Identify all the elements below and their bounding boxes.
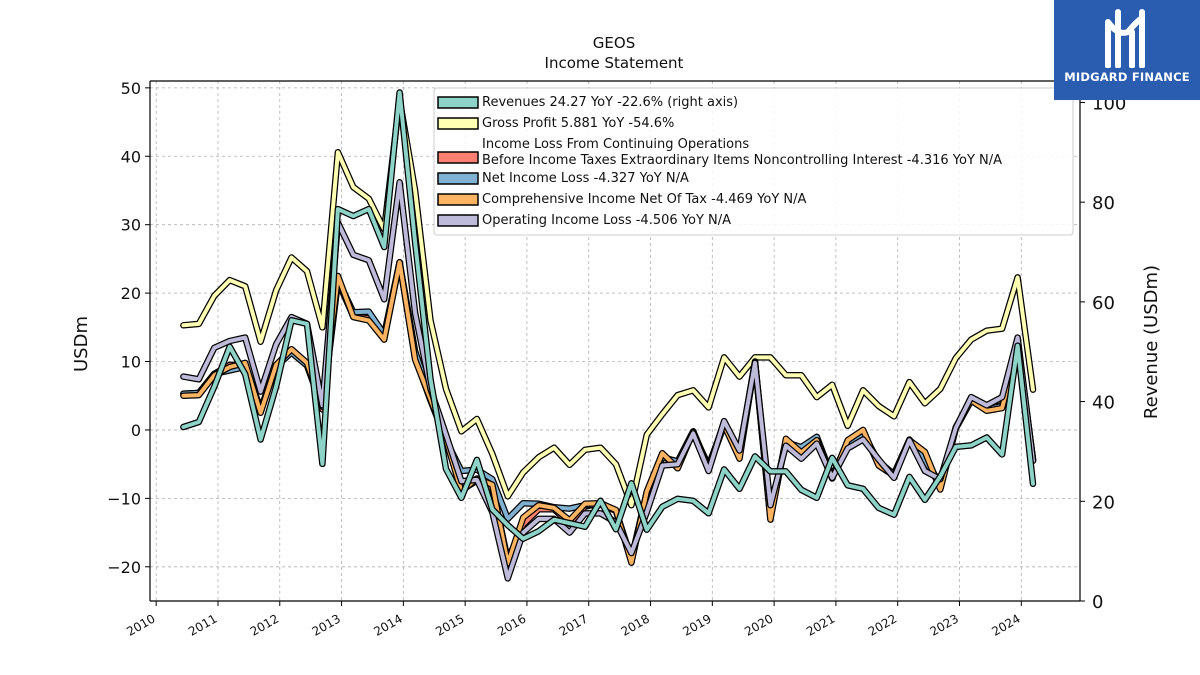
y-tick-label-left: −10: [107, 489, 141, 508]
y-tick-label-right: 60: [1092, 293, 1115, 314]
y-tick-label-left: 10: [121, 353, 141, 372]
x-tick-label: 2013: [310, 611, 343, 638]
legend-label: Before Income Taxes Extraordinary Items …: [482, 153, 1002, 168]
y-tick-label-left: 20: [121, 284, 141, 303]
y-tick-label-left: 50: [121, 79, 141, 98]
x-tick-label: 2016: [495, 611, 528, 638]
x-tick-label: 2021: [804, 611, 837, 638]
y-tick-label-right: 0: [1092, 592, 1103, 613]
logo-mark-icon: [1105, 9, 1145, 68]
legend-swatch: [437, 172, 479, 185]
legend-swatch: [437, 214, 479, 227]
y-tick-label-left: 40: [121, 147, 141, 166]
series-layer: [180, 89, 1037, 582]
legend-swatch: [437, 96, 479, 109]
y-axis-label-right: Revenue (USDm): [1141, 265, 1162, 419]
brand-logo: MIDGARD FINANCE: [1054, 0, 1200, 100]
legend-label: Comprehensive Income Net Of Tax -4.469 Y…: [482, 192, 807, 207]
series-line-revenues: [181, 90, 1035, 541]
x-tick-label: 2024: [989, 611, 1022, 638]
legend-box: [433, 87, 1074, 236]
x-tick-label: 2012: [248, 611, 281, 638]
y-tick-label-right: 20: [1092, 492, 1115, 513]
y-tick-label-left: −20: [107, 558, 141, 577]
axes: [145, 80, 1085, 606]
x-tick-label: 2015: [433, 611, 466, 638]
legend: Revenues 24.27 YoY -22.6% (right axis) Gr…: [433, 87, 1074, 236]
x-tick-label: 2022: [866, 611, 899, 638]
y-tick-label-left: 0: [131, 421, 141, 440]
x-tick-label: 2011: [186, 611, 219, 638]
brand-name: MIDGARD FINANCE: [1064, 70, 1190, 84]
chart-title: GEOS: [593, 34, 635, 52]
legend-swatch: [437, 151, 479, 164]
x-tick-label: 2018: [619, 611, 652, 638]
x-tick-label: 2020: [742, 611, 775, 638]
y-tick-label-right: 40: [1092, 393, 1115, 414]
series-line-gross-profit: [181, 97, 1035, 508]
legend-label: Revenues 24.27 YoY -22.6% (right axis): [482, 95, 738, 110]
y-tick-label-right: 80: [1092, 193, 1115, 214]
legend-label: Gross Profit 5.881 YoY -54.6%: [482, 116, 674, 131]
x-tick-label: 2023: [928, 611, 961, 638]
x-tick-label: 2014: [371, 611, 404, 638]
y-axis-label-left: USDm: [71, 316, 92, 372]
chart-subtitle: Income Statement: [545, 54, 684, 72]
legend-swatch: [437, 193, 479, 206]
x-tick-label: 2019: [680, 611, 713, 638]
x-tick-label: 2017: [557, 611, 590, 638]
legend-label: Net Income Loss -4.327 YoY N/A: [482, 171, 689, 186]
legend-label: Income Loss From Continuing Operations: [482, 137, 749, 152]
x-tick-label: 2010: [124, 611, 157, 638]
y-tick-label-left: 30: [121, 216, 141, 235]
legend-swatch: [437, 117, 479, 130]
legend-label: Operating Income Loss -4.506 YoY N/A: [482, 213, 731, 228]
